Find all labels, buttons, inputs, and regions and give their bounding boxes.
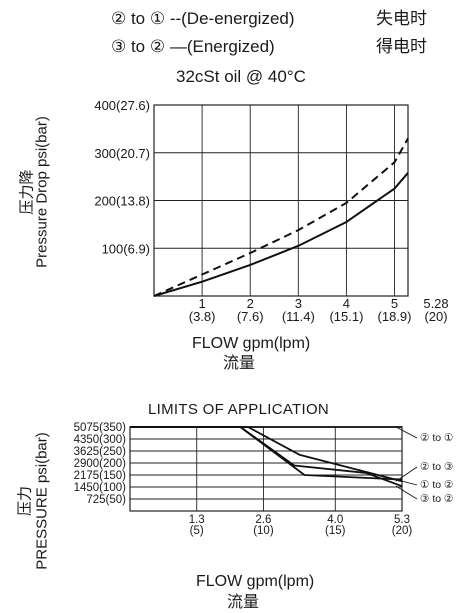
chart1-x-axis-label-cn: 流量 <box>223 355 256 372</box>
chart2-x-axis-label-cn: 流量 <box>227 594 260 611</box>
chart2-x-axis-label: FLOW gpm(lpm) <box>196 573 315 590</box>
chart2-x-tick-label: 1.3 <box>189 514 205 526</box>
chart1-x-tick-label: 1 <box>198 296 205 311</box>
chart1-y-tick-label: 300(20.7) <box>94 146 150 161</box>
chart1-x-tick-sublabel: (7.6) <box>237 309 264 324</box>
chart2-y-tick-label: 2175(150) <box>74 470 127 482</box>
chart1-x-tick-label: 2 <box>247 296 254 311</box>
chart2-y-axis-label: PRESSURE psi(bar) <box>33 432 51 570</box>
chart2-x-tick-sublabel: (20) <box>392 525 413 537</box>
chart2-y-tick-label: 4350(300) <box>74 434 127 446</box>
chart2-x-tick-label: 5.3 <box>394 514 410 526</box>
chart-subtitle: 32cSt oil @ 40°C <box>176 67 306 86</box>
chart1-x-tick-sublabel: (18.9) <box>378 309 412 324</box>
chart1-x-tick-sublabel: (20) <box>424 309 447 324</box>
chart2-x-tick-sublabel: (10) <box>253 525 274 537</box>
chart2-series-label: ① to ② <box>420 479 453 491</box>
chart1-y-tick-label: 200(13.8) <box>94 194 150 209</box>
chart1-y-tick-label: 400(27.6) <box>94 98 150 113</box>
chart1-x-tick-label: 5.28 <box>423 296 448 311</box>
chart2-leader-line <box>395 466 418 482</box>
chart2-x-tick-sublabel: (15) <box>325 525 346 537</box>
legend-line-energized: ③ to ② —(Energized) <box>111 37 275 56</box>
chart2-y-tick-label: 3625(250) <box>74 446 127 458</box>
chart1-y-tick-label: 100(6.9) <box>102 241 150 256</box>
legend-line-energized-cn: 得电时 <box>376 37 427 56</box>
chart1-x-tick-label: 4 <box>343 296 350 311</box>
chart2-plot-frame <box>129 426 403 512</box>
chart2-title: LIMITS OF APPLICATION <box>148 401 330 418</box>
chart1-x-tick-label: 5 <box>391 296 398 311</box>
legend-line-deenergized: ② to ① --(De-energized) <box>111 9 295 28</box>
chart2-series-line <box>130 426 403 488</box>
chart2-series-label: ③ to ② <box>420 493 453 505</box>
chart2-y-tick-label: 725(50) <box>86 494 126 506</box>
chart1-x-tick-sublabel: (3.8) <box>189 309 216 324</box>
chart1-x-axis-label: FLOW gpm(lpm) <box>192 335 311 352</box>
chart1-series-energized <box>153 172 409 297</box>
chart2-series-label: ② to ① <box>420 432 453 444</box>
chart2-y-tick-label: 1450(100) <box>74 482 127 494</box>
chart2-x-tick-label: 2.6 <box>255 514 271 526</box>
chart2-series-label: ② to ③ <box>420 461 453 473</box>
chart2-leader-line <box>395 426 418 439</box>
chart2-x-tick-label: 4.0 <box>327 514 343 526</box>
chart1-x-tick-label: 3 <box>295 296 302 311</box>
chart2-leader-line <box>395 485 418 500</box>
chart1-series-deenergized <box>153 137 409 297</box>
chart1-x-tick-sublabel: (11.4) <box>282 309 315 324</box>
chart2-x-tick-sublabel: (5) <box>190 525 204 537</box>
chart1-x-tick-sublabel: (15.1) <box>329 309 363 324</box>
chart2-y-tick-label: 2900(200) <box>74 458 127 470</box>
chart2-leader-line <box>395 479 418 486</box>
chart2-y-axis-label-cn: 压力 <box>16 485 34 517</box>
legend-line-deenergized-cn: 失电时 <box>376 9 427 28</box>
chart2-y-tick-label: 5075(350) <box>74 422 127 434</box>
